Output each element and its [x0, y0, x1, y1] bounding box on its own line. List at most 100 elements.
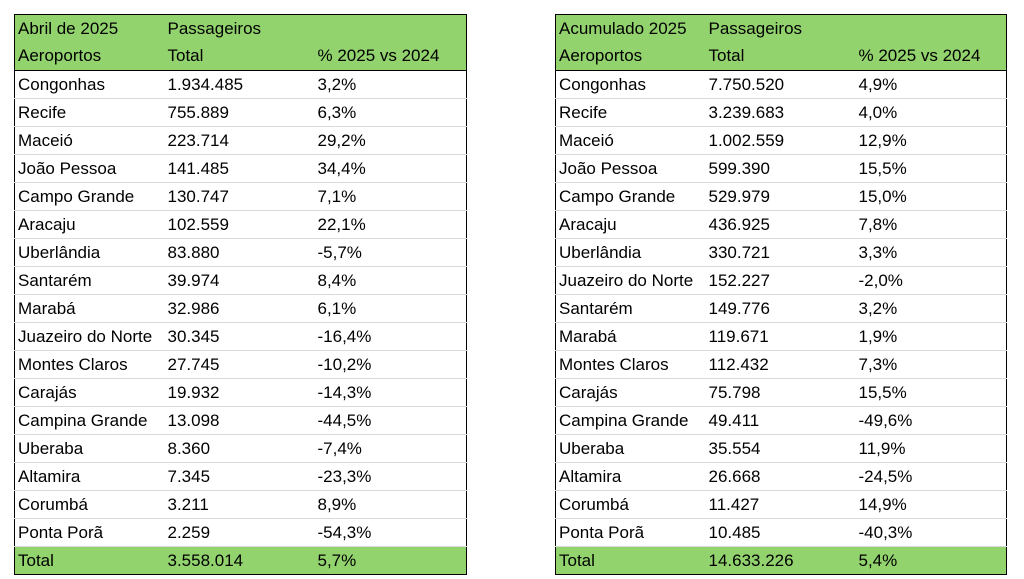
passengers-total-cell: 529.979 — [705, 182, 856, 211]
airport-name-cell: Uberaba — [555, 434, 706, 463]
column-header-row: Aeroportos Total% 2025 vs 2024 — [14, 42, 467, 71]
total-passengers: 3.558.014 — [164, 546, 315, 575]
airport-name-cell: João Pessoa — [555, 154, 706, 183]
table-row: Maceió 223.714 29,2% — [14, 126, 467, 155]
airport-name-cell: Recife — [14, 98, 165, 127]
airport-name-cell: Altamira — [14, 462, 165, 491]
table-row: Aracaju 436.925 7,8% — [555, 210, 1007, 239]
passengers-total-cell: 3.239.683 — [705, 98, 856, 127]
change-percent-cell: 8,4% — [314, 266, 467, 295]
change-percent-cell: 7,3% — [855, 350, 1007, 379]
change-percent-cell: -40,3% — [855, 518, 1007, 547]
passengers-total-cell: 152.227 — [705, 266, 856, 295]
table-row: Congonhas 7.750.520 4,9% — [555, 70, 1007, 99]
header-airports: Aeroportos — [555, 42, 706, 71]
change-percent-cell: 4,9% — [855, 70, 1007, 99]
passengers-total-cell: 7.750.520 — [705, 70, 856, 99]
change-percent-cell: 7,8% — [855, 210, 1007, 239]
change-percent-cell: 11,9% — [855, 434, 1007, 463]
table-row: Campina Grande 13.098 -44,5% — [14, 406, 467, 435]
change-percent-cell: 15,5% — [855, 154, 1007, 183]
header-total: Total — [164, 42, 315, 71]
total-row: Total 3.558.014 5,7% — [14, 546, 467, 575]
table-row: João Pessoa 141.485 34,4% — [14, 154, 467, 183]
monthly-passengers-table: Abril de 2025 Passageiros Aeroportos Total%… — [14, 14, 467, 575]
airport-name-cell: Marabá — [555, 322, 706, 351]
table-title-secondary: Passageiros — [705, 14, 856, 43]
passengers-total-cell: 130.747 — [164, 182, 315, 211]
table-row: Recife 755.889 6,3% — [14, 98, 467, 127]
table-row: Campo Grande 529.979 15,0% — [555, 182, 1007, 211]
passengers-total-cell: 141.485 — [164, 154, 315, 183]
table-row: Uberaba 8.360 -7,4% — [14, 434, 467, 463]
total-row: Total 14.633.226 5,4% — [555, 546, 1007, 575]
passengers-total-cell: 27.745 — [164, 350, 315, 379]
table-row: Maceió 1.002.559 12,9% — [555, 126, 1007, 155]
table-row: Altamira 26.668 -24,5% — [555, 462, 1007, 491]
column-header-row: Aeroportos Total% 2025 vs 2024 — [555, 42, 1007, 71]
change-percent-cell: 15,5% — [855, 378, 1007, 407]
change-percent-cell: -14,3% — [314, 378, 467, 407]
table-title-row: Abril de 2025 Passageiros — [14, 14, 467, 43]
airport-name-cell: Campina Grande — [555, 406, 706, 435]
passengers-total-cell: 8.360 — [164, 434, 315, 463]
table-title-secondary: Passageiros — [164, 14, 315, 43]
table-row: Campo Grande 130.747 7,1% — [14, 182, 467, 211]
table-row: Carajás 75.798 15,5% — [555, 378, 1007, 407]
airport-name-cell: Campo Grande — [555, 182, 706, 211]
passengers-total-cell: 149.776 — [705, 294, 856, 323]
airport-name-cell: Congonhas — [14, 70, 165, 99]
airport-name-cell: Maceió — [555, 126, 706, 155]
change-percent-cell: 3,3% — [855, 238, 1007, 267]
change-percent-cell: 3,2% — [855, 294, 1007, 323]
passengers-total-cell: 599.390 — [705, 154, 856, 183]
table-row: Juazeiro do Norte 152.227 -2,0% — [555, 266, 1007, 295]
table-title: Abril de 2025 — [14, 14, 165, 43]
airport-name-cell: Recife — [555, 98, 706, 127]
table-row: Congonhas 1.934.485 3,2% — [14, 70, 467, 99]
passengers-total-cell: 112.432 — [705, 350, 856, 379]
passengers-total-cell: 11.427 — [705, 490, 856, 519]
passengers-total-cell: 119.671 — [705, 322, 856, 351]
passengers-total-cell: 330.721 — [705, 238, 856, 267]
change-percent-cell: 6,1% — [314, 294, 467, 323]
table-row: Altamira 7.345 -23,3% — [14, 462, 467, 491]
table-row: Santarém 39.974 8,4% — [14, 266, 467, 295]
airport-name-cell: Corumbá — [555, 490, 706, 519]
passengers-total-cell: 13.098 — [164, 406, 315, 435]
passengers-total-cell: 7.345 — [164, 462, 315, 491]
change-percent-cell: -49,6% — [855, 406, 1007, 435]
change-percent-cell: -44,5% — [314, 406, 467, 435]
total-label: Total — [555, 546, 706, 575]
change-percent-cell: -7,4% — [314, 434, 467, 463]
airport-name-cell: Aracaju — [555, 210, 706, 239]
change-percent-cell: -54,3% — [314, 518, 467, 547]
airport-name-cell: Campina Grande — [14, 406, 165, 435]
change-percent-cell: 15,0% — [855, 182, 1007, 211]
table-row: Santarém 149.776 3,2% — [555, 294, 1007, 323]
airport-name-cell: Uberaba — [14, 434, 165, 463]
passengers-total-cell: 83.880 — [164, 238, 315, 267]
passengers-total-cell: 49.411 — [705, 406, 856, 435]
change-percent-cell: -5,7% — [314, 238, 467, 267]
airport-name-cell: Carajás — [555, 378, 706, 407]
table-row: Campina Grande 49.411 -49,6% — [555, 406, 1007, 435]
cumulative-passengers-table: Acumulado 2025 Passageiros Aeroportos Total… — [555, 14, 1007, 575]
airport-name-cell: Ponta Porã — [14, 518, 165, 547]
passengers-total-cell: 19.932 — [164, 378, 315, 407]
table-title: Acumulado 2025 — [555, 14, 706, 43]
table-row: Recife 3.239.683 4,0% — [555, 98, 1007, 127]
passengers-total-cell: 10.485 — [705, 518, 856, 547]
total-label: Total — [14, 546, 165, 575]
change-percent-cell: 22,1% — [314, 210, 467, 239]
empty-header-cell — [314, 14, 467, 43]
table-row: Marabá 32.986 6,1% — [14, 294, 467, 323]
empty-header-cell — [855, 14, 1007, 43]
change-percent-cell: 3,2% — [314, 70, 467, 99]
airport-name-cell: Marabá — [14, 294, 165, 323]
passengers-total-cell: 1.002.559 — [705, 126, 856, 155]
passengers-total-cell: 2.259 — [164, 518, 315, 547]
airport-name-cell: Campo Grande — [14, 182, 165, 211]
passengers-total-cell: 39.974 — [164, 266, 315, 295]
airport-name-cell: Montes Claros — [14, 350, 165, 379]
